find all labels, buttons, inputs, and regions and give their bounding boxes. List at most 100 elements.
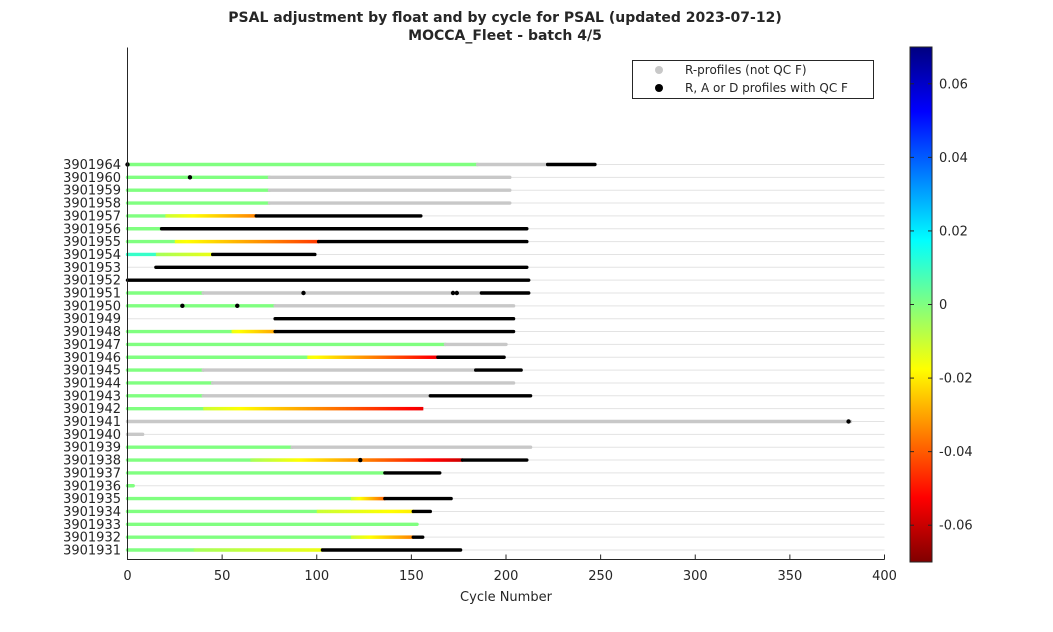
adjustment-point [301,548,304,552]
adjustment-point [303,458,306,462]
adjustment-point [323,355,325,359]
chart-subtitle: MOCCA_Fleet - batch 4/5 [408,28,602,44]
adjustment-point [343,355,345,359]
adjustment-point [390,355,392,359]
adjustment-point [174,239,177,244]
adjustment-point [432,355,435,359]
adjustment-point [457,458,460,462]
adjustment-point [254,406,256,411]
adjustment-point [397,458,400,462]
adjustment-point [200,214,202,218]
adjustment-point [410,355,413,359]
adjustment-point [407,509,409,514]
adjustment-point [351,535,354,539]
adjustment-point [365,535,368,539]
adjustment-point [243,214,245,218]
colorbar-tick-label: 0 [939,298,947,313]
adjustment-point [372,406,375,411]
adjustment-point [411,355,414,359]
adjustment-point [191,214,193,218]
adjustment-point [406,509,408,514]
adjustment-point [340,458,343,462]
adjustment-point [179,214,181,218]
adjustment-point [414,406,417,411]
adjustment-point [379,406,382,411]
adjustment-point [265,406,267,411]
adjustment-point [417,458,420,462]
adjustment-point [402,509,404,514]
adjustment-point [263,406,265,411]
adjustment-point [238,239,241,244]
adjustment-point [201,214,203,218]
adjustment-point [449,458,452,462]
adjustment-point [193,252,196,257]
adjustment-point [384,406,387,411]
adjustment-point [229,239,232,244]
adjustment-point [277,458,280,462]
adjustment-point [235,548,238,552]
adjustment-point [395,458,398,462]
adjustment-point [260,458,263,462]
adjustment-point [405,509,407,514]
adjustment-point [226,214,228,218]
adjustment-point [295,239,298,244]
adjustment-point [257,329,259,334]
adjustment-point [390,535,392,539]
adjustment-point [296,458,299,462]
adjustment-point [167,252,170,257]
adjustment-point [357,509,360,514]
adjustment-point [320,509,323,514]
adjustment-point [422,355,425,359]
adjustment-point [371,355,373,359]
adjustment-point [190,252,193,257]
adjustment-point [234,329,237,334]
adjustment-point [311,548,314,552]
adjustment-point [363,458,366,462]
adjustment-point [315,548,318,552]
adjustment-point [276,458,279,462]
adjustment-point [228,239,231,244]
adjustment-point [288,239,291,244]
adjustment-point [348,509,351,514]
adjustment-point [345,406,348,411]
float-id-label: 3901933 [63,518,121,533]
adjustment-point [246,548,249,552]
adjustment-point [346,355,348,359]
adjustment-point [444,458,447,462]
adjustment-point [206,214,208,218]
adjustment-point [317,548,320,552]
adjustment-point [317,355,319,359]
adjustment-point [180,239,183,244]
adjustment-point [346,509,349,514]
adjustment-point [373,496,376,501]
adjustment-point [352,458,355,462]
adjustment-point [361,355,363,359]
adjustment-point [202,214,204,218]
adjustment-point [336,458,339,462]
adjustment-point [228,406,230,411]
adjustment-point [380,496,383,501]
adjustment-point [330,509,333,514]
adjustment-point [401,406,404,411]
adjustment-point [165,252,168,257]
adjustment-point [247,329,250,334]
adjustment-point [319,458,322,462]
adjustment-point [317,509,320,514]
adjustment-point [446,458,449,462]
adjustment-point [210,239,213,244]
adjustment-point [371,496,374,501]
adjustment-point [218,548,221,552]
adjustment-point [388,406,391,411]
adjustment-point [198,252,201,257]
adjustment-point [390,458,393,462]
adjustment-point [356,496,359,501]
adjustment-point [206,252,209,257]
adjustment-point [307,406,310,411]
adjustment-point [304,548,307,552]
adjustment-point [206,548,209,552]
adjustment-point [251,406,253,411]
float-id-label: 3901934 [63,505,121,520]
adjustment-point [279,239,282,244]
adjustment-point [250,239,253,244]
adjustment-point [452,458,455,462]
